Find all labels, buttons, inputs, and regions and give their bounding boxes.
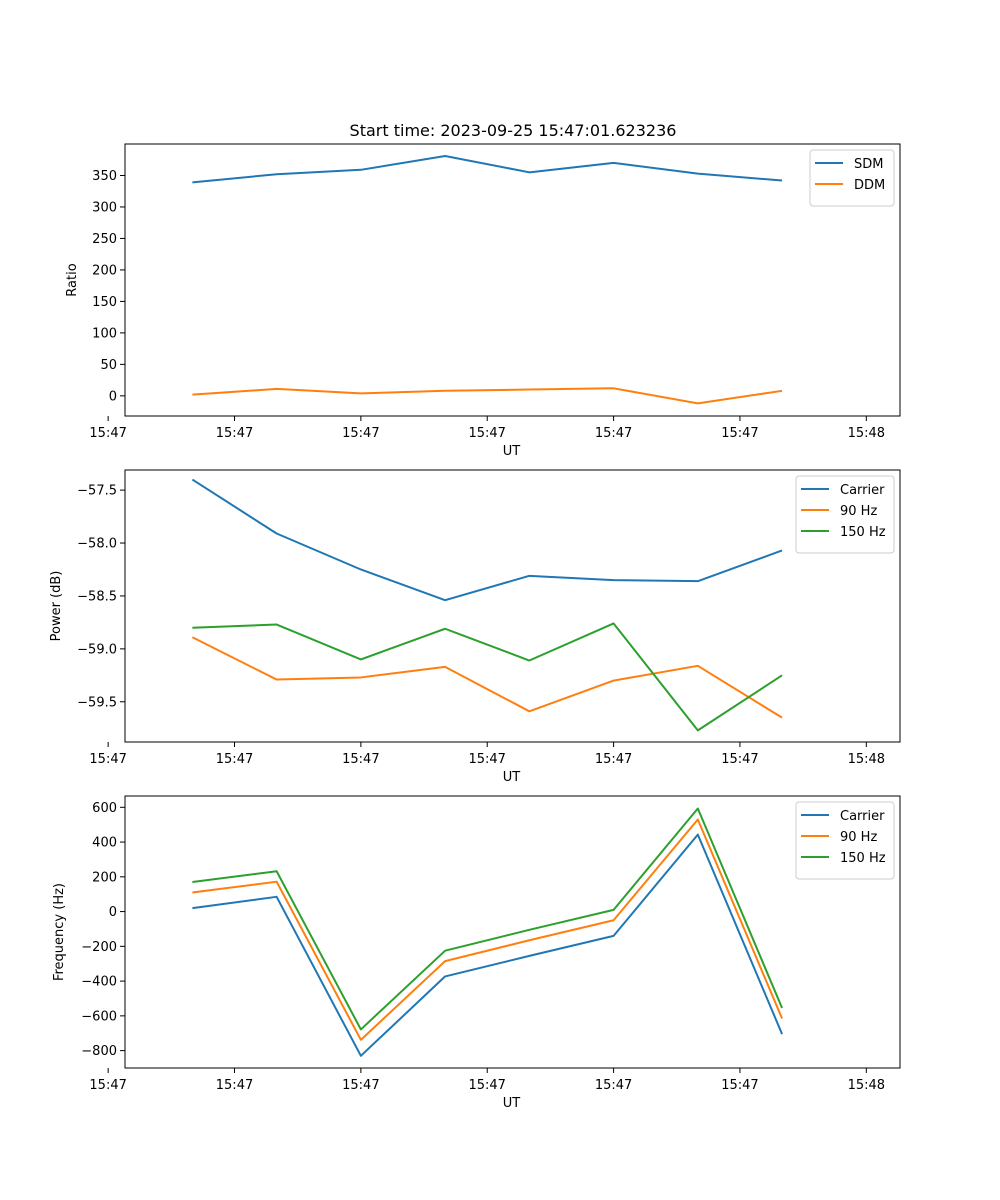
ratio-series-group	[192, 154, 783, 405]
ratio-y-tick-label: 100	[92, 326, 117, 341]
power-y-axis-label: Power (dB)	[49, 571, 64, 642]
frequency-y-tick-label: 600	[92, 801, 117, 816]
frequency-legend-label: 90 Hz	[840, 830, 877, 845]
frequency-legend-box	[795, 801, 895, 880]
frequency-x-axis-label: UT	[503, 1096, 521, 1111]
frequency-series-carrier-line	[192, 833, 783, 1057]
ratio-series-ddm-line	[192, 387, 783, 405]
frequency-series-group	[192, 807, 783, 1057]
ratio-legend-label: SDM	[854, 157, 883, 172]
ratio-y-tick-label: 300	[92, 200, 117, 215]
frequency-y-tick-label: 0	[109, 905, 117, 920]
ratio-x-tick-label: 15:47	[468, 426, 505, 441]
power-series-90-hz-line	[191, 636, 783, 719]
power-legend-label: 90 Hz	[840, 504, 877, 519]
frequency-series-150-hz-line	[192, 807, 783, 1031]
power-series-150-hz-line	[192, 622, 783, 732]
power-x-tick-label: 15:47	[216, 752, 253, 767]
frequency-legend-label: Carrier	[840, 809, 885, 824]
ratio-panel: 15:47 15:47 15:47 15:47 15:47 15:47 15:48 0 50 10…	[65, 143, 901, 459]
frequency-legend: Carrier 90 Hz 150 Hz	[795, 801, 895, 880]
power-y-tick-label: −59.0	[77, 642, 117, 657]
frequency-y-tick-label: −800	[81, 1044, 117, 1059]
power-series-group	[191, 478, 783, 732]
frequency-y-axis-label: Frequency (Hz)	[52, 883, 67, 981]
ratio-y-axis-label: Ratio	[65, 263, 80, 296]
frequency-x-tick-label: 15:47	[89, 1078, 126, 1093]
frequency-y-tick-label: −200	[81, 940, 117, 955]
ratio-x-tick-label: 15:47	[216, 426, 253, 441]
frequency-x-tick-label: 15:47	[216, 1078, 253, 1093]
power-x-tick-label: 15:47	[595, 752, 632, 767]
ratio-x-tick-label: 15:48	[848, 426, 885, 441]
ratio-y-tick-label: 0	[109, 389, 117, 404]
ratio-x-tick-label: 15:47	[342, 426, 379, 441]
ratio-y-tick-label: 150	[92, 295, 117, 310]
frequency-y-tick-label: 200	[92, 870, 117, 885]
power-x-tick-label: 15:48	[848, 752, 885, 767]
ratio-y-tick-label: 50	[100, 358, 117, 373]
power-y-tick-label: −58.0	[77, 537, 117, 552]
frequency-x-tick-label: 15:47	[721, 1078, 758, 1093]
frequency-x-tick-label: 15:47	[342, 1078, 379, 1093]
power-panel: 15:47 15:47 15:47 15:47 15:47 15:47 15:48 −57.5…	[49, 469, 901, 785]
frequency-y-tick-label: −400	[81, 975, 117, 990]
frequency-axes-frame	[124, 795, 901, 1069]
power-x-tick-label: 15:47	[468, 752, 505, 767]
power-legend-label: Carrier	[840, 483, 885, 498]
power-x-tick-label: 15:47	[721, 752, 758, 767]
power-axes-frame	[124, 469, 901, 743]
power-y-tick-label: −58.5	[77, 589, 117, 604]
ratio-legend: SDM DDM	[809, 149, 895, 207]
frequency-legend-label: 150 Hz	[840, 851, 886, 866]
power-y-tick-label: −59.5	[77, 695, 117, 710]
power-legend-box	[795, 475, 895, 554]
power-legend: Carrier 90 Hz 150 Hz	[795, 475, 895, 554]
ratio-x-tick-label: 15:47	[89, 426, 126, 441]
ratio-y-tick-label: 200	[92, 263, 117, 278]
frequency-x-tick-label: 15:48	[848, 1078, 885, 1093]
frequency-x-tick-label: 15:47	[595, 1078, 632, 1093]
ratio-x-tick-label: 15:47	[595, 426, 632, 441]
frequency-x-tick-label: 15:47	[468, 1078, 505, 1093]
power-x-axis-label: UT	[503, 770, 521, 785]
figure-title: Start time: 2023-09-25 15:47:01.623236	[350, 121, 677, 140]
ratio-legend-label: DDM	[854, 178, 885, 193]
ratio-axes-frame	[124, 143, 901, 417]
power-x-tick-label: 15:47	[342, 752, 379, 767]
frequency-y-tick-label: −600	[81, 1009, 117, 1024]
frequency-panel: 15:47 15:47 15:47 15:47 15:47 15:47 15:48 600 40…	[52, 795, 901, 1111]
ratio-y-tick-label: 350	[92, 169, 117, 184]
ratio-y-tick-label: 250	[92, 232, 117, 247]
frequency-y-tick-label: 400	[92, 836, 117, 851]
power-series-carrier-line	[191, 478, 783, 602]
ratio-x-tick-label: 15:47	[721, 426, 758, 441]
power-legend-label: 150 Hz	[840, 525, 886, 540]
power-x-tick-label: 15:47	[89, 752, 126, 767]
power-y-tick-label: −57.5	[77, 484, 117, 499]
ratio-x-axis-label: UT	[503, 444, 521, 459]
ratio-series-sdm-line	[192, 154, 783, 184]
frequency-series-90-hz-line	[192, 818, 783, 1041]
